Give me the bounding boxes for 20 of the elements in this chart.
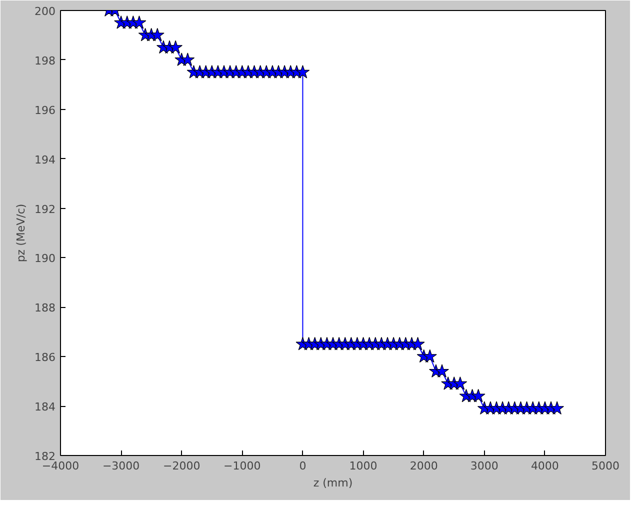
x-tick-label: 5000: [592, 460, 620, 472]
x-tick-label: −1000: [224, 460, 261, 472]
y-tick-label: 190: [34, 252, 56, 266]
y-axis-title: pz (MeV/c): [14, 204, 28, 262]
y-tick-label: 186: [34, 351, 56, 364]
x-tick-label: 4000: [530, 460, 559, 472]
y-tick-label: 196: [34, 104, 56, 117]
y-tick-label: 188: [34, 302, 56, 315]
y-tick-label: 200: [34, 5, 56, 18]
x-tick-label: 1000: [349, 460, 378, 472]
y-tick-label: 184: [34, 400, 56, 414]
x-tick-label: −3000: [102, 460, 140, 472]
x-tick-label: −2000: [163, 460, 200, 472]
y-tick-label: 192: [34, 202, 56, 216]
x-axis-title: z (mm): [313, 476, 353, 490]
x-tick-label: 3000: [470, 460, 498, 472]
x-tick-label: 2000: [410, 460, 438, 472]
y-tick-label: 198: [34, 54, 56, 68]
x-tick-label: 0: [299, 460, 306, 472]
y-tick-label: 194: [34, 153, 56, 166]
